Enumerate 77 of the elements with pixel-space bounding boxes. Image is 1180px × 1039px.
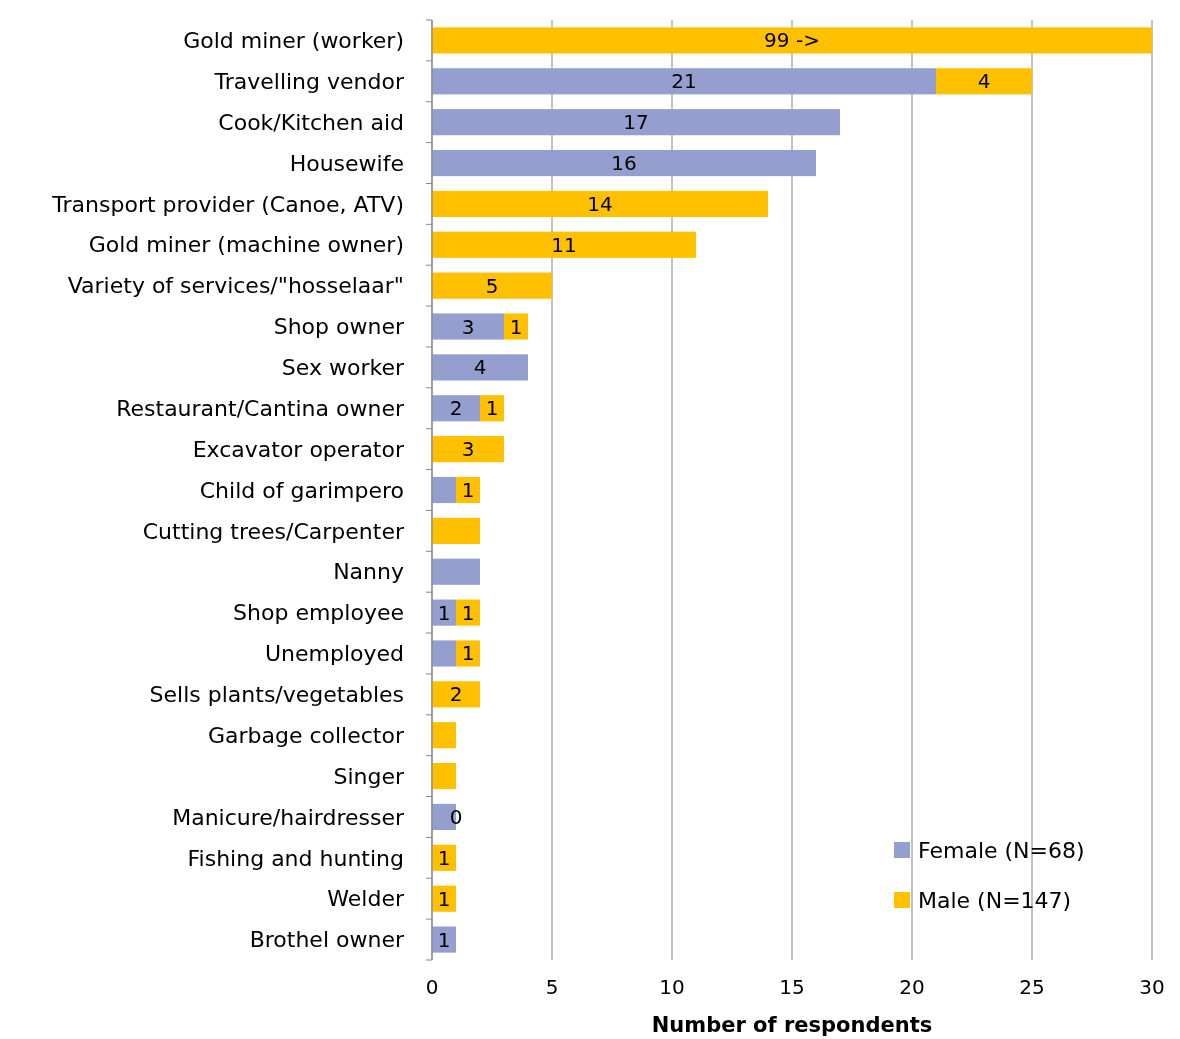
data-label: 1 [437,927,451,952]
data-label: 5 [485,273,499,298]
y-tick-label: Sex worker [281,355,405,381]
bar [432,722,456,749]
y-tick-label: Shop owner [273,314,405,340]
data-label: 14 [587,191,613,216]
y-tick-label: Travelling vendor [213,69,405,94]
bar [432,395,480,422]
y-tick-label: Unemployed [264,641,404,667]
legend-label: Female (N=68) [918,837,1085,863]
bar [504,313,528,340]
y-tick-label: Restaurant/Cantina owner [116,395,405,421]
bar [936,68,1032,95]
bar [432,149,816,177]
y-tick-label: Manicure/hairdresser [172,804,405,830]
legend-label: Male (N=147) [918,887,1072,913]
x-tick-label: 20 [899,975,925,999]
bar [432,476,456,504]
data-label: 1 [437,886,451,911]
bar [432,27,1152,54]
y-tick-label: Nanny [333,559,404,585]
data-label: 3 [461,314,475,339]
bar [432,681,480,708]
y-tick-label: Child of garimpero [199,477,404,503]
y-tick-label: Gold miner (worker) [183,28,404,54]
bar [432,231,696,258]
data-label: 4 [977,69,991,94]
y-tick-label: Fishing and hunting [187,845,404,871]
data-label: 3 [461,437,475,462]
data-label: 0 [449,804,463,829]
x-tick-label: 5 [545,975,559,999]
y-tick-label: Transport provider (Canoe, ATV) [51,191,404,217]
data-label: 99 -> [764,28,820,53]
data-label: 2 [449,396,463,421]
y-tick-label: Sells plants/vegetables [149,682,404,708]
y-tick-label: Singer [333,763,405,789]
x-tick-label: 10 [659,975,685,999]
data-label: 21 [671,69,697,94]
data-label: 1 [461,600,475,625]
y-tick-label: Housewife [289,150,404,176]
x-tick-label: 30 [1139,975,1165,999]
bar [432,313,504,340]
bar [432,436,504,463]
data-label: 2 [449,682,463,707]
y-tick-label: Brothel owner [249,927,405,953]
data-label: 1 [461,478,475,502]
bar [432,109,840,136]
data-label: 4 [473,355,487,380]
data-label: 16 [611,151,637,176]
bar [432,272,552,299]
y-tick-label: Cook/Kitchen aid [218,109,404,135]
y-tick-label: Excavator operator [192,436,405,462]
y-tick-label: Variety of services/"hosselaar" [67,273,404,299]
x-tick-label: 15 [779,975,805,999]
bar [432,68,936,95]
bar [432,558,480,585]
x-tick-label: 0 [425,975,439,999]
y-tick-label: Shop employee [233,600,404,626]
data-label: 11 [551,232,577,257]
y-tick-label: Gold miner (machine owner) [88,232,404,258]
bar [456,640,480,667]
y-tick-label: Cutting trees/Carpenter [142,518,405,544]
bar [432,190,768,217]
bar [432,640,456,667]
data-label: 17 [623,110,649,135]
data-label: 1 [437,845,451,870]
data-label: 1 [509,314,523,339]
y-tick-label: Garbage collector [207,722,405,748]
bar [432,354,528,381]
data-label: 1 [437,600,451,625]
bar [432,763,456,790]
x-tick-label: 25 [1019,975,1045,999]
x-axis-title: Number of respondents [651,1013,933,1037]
bar [432,517,480,544]
data-label: 1 [485,396,499,421]
y-tick-label: Welder [327,886,405,912]
data-label: 1 [461,641,475,666]
